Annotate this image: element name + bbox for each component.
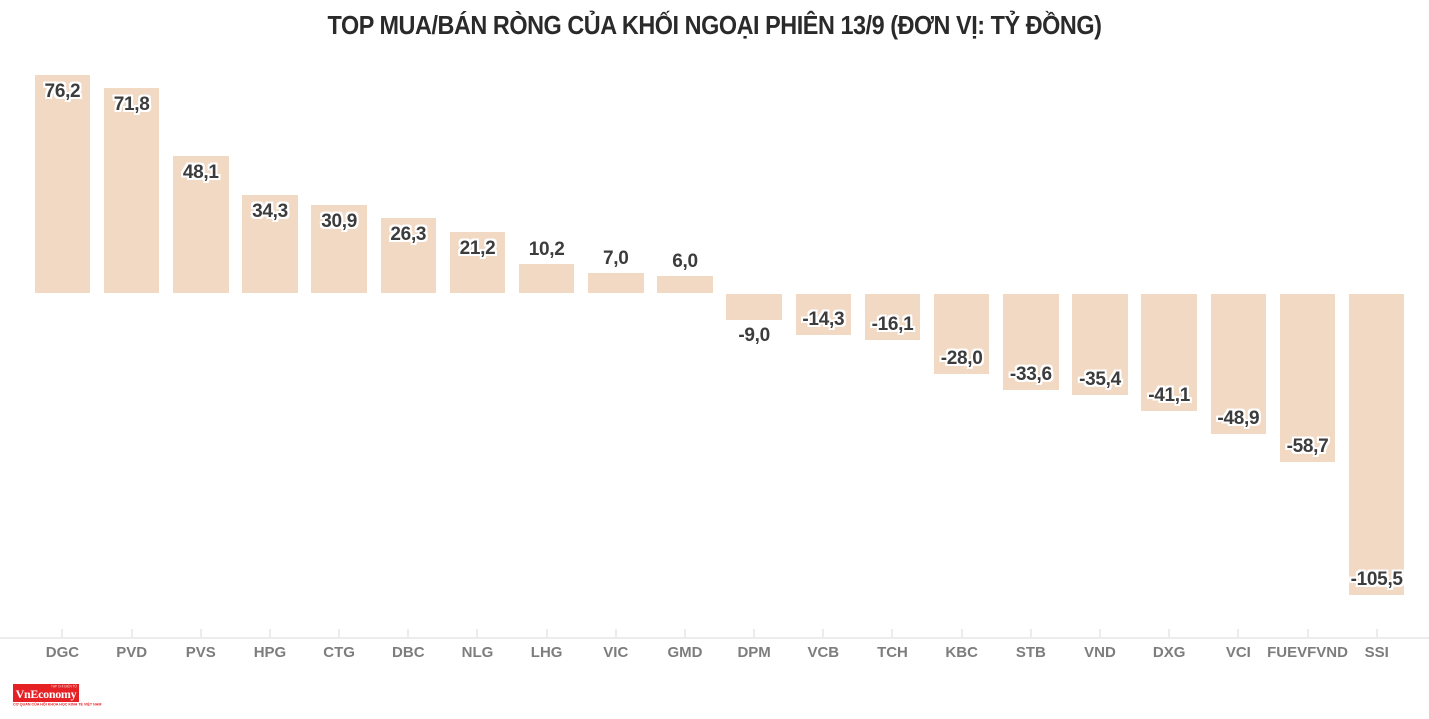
x-axis-label-DXG: DXG: [1152, 644, 1186, 661]
x-axis-label-FUEVFVND: FUEVFVND: [1267, 644, 1348, 661]
value-label-DBC: 26,3: [390, 223, 427, 245]
value-label-VND: -35,4: [1079, 369, 1121, 391]
x-axis-tick: [545, 629, 548, 638]
bar-FUEVFVND: [1279, 294, 1336, 462]
x-axis-label-SSI: SSI: [1364, 644, 1389, 661]
x-axis-label-LHG: LHG: [530, 644, 563, 661]
x-axis-tick: [61, 629, 64, 638]
x-axis-tick: [822, 629, 825, 638]
logo-top-text: TẠP CHÍ ĐIỆN TỬ: [50, 685, 77, 689]
value-label-DGC: 76,2: [44, 81, 81, 103]
x-axis-tick: [268, 629, 271, 638]
x-axis-label-VIC: VIC: [603, 644, 629, 661]
x-axis-label-PVD: PVD: [116, 644, 148, 661]
bar-VCI: [1210, 294, 1267, 434]
x-axis-label-STB: STB: [1015, 644, 1046, 661]
x-axis-label-VND: VND: [1084, 644, 1116, 661]
bar-LHG: [518, 263, 575, 293]
x-axis-tick: [199, 629, 202, 638]
x-axis-label-HPG: HPG: [253, 644, 287, 661]
x-axis-tick: [1306, 629, 1309, 638]
x-axis-tick: [476, 629, 479, 638]
x-axis-tick: [1168, 629, 1171, 638]
chart-title: TOP MUA/BÁN RÒNG CỦA KHỐI NGOẠI PHIÊN 13…: [327, 10, 1102, 40]
logo-tagline: CƠ QUAN CỦA HỘI KHOA HỌC KINH TẾ VIỆT NA…: [13, 703, 102, 707]
value-label-HPG: 34,3: [252, 201, 288, 222]
x-axis-tick: [1375, 629, 1378, 638]
value-label-GMD: 6,0: [672, 250, 698, 272]
x-axis-label-PVS: PVS: [185, 644, 216, 661]
x-axis-label-KBC: KBC: [945, 644, 978, 661]
x-axis-label-GMD: GMD: [667, 644, 703, 661]
logo-wordmark: VnEconomy: [15, 687, 77, 701]
x-axis-tick: [407, 629, 410, 638]
bar-KBC: [933, 294, 990, 374]
bar-DBC: [380, 217, 437, 293]
value-label-DXG: -41,1: [1148, 385, 1191, 407]
bar-PVD: [103, 87, 160, 293]
bar-SSI: [1348, 294, 1405, 596]
bar-VND: [1072, 294, 1128, 396]
x-axis-line: [0, 637, 1429, 639]
value-label-DPM: -9,0: [738, 324, 770, 346]
x-axis-tick: [1029, 629, 1032, 638]
bar-STB: [1003, 294, 1059, 390]
x-axis-tick: [960, 629, 963, 638]
x-axis-tick: [891, 629, 894, 638]
value-label-VIC: 7,0: [603, 248, 629, 269]
vneconomy-logo: TẠP CHÍ ĐIỆN TỬ VnEconomy: [13, 684, 79, 702]
value-label-PVD: 71,8: [113, 93, 150, 115]
x-axis-label-DGC: DGC: [45, 644, 80, 661]
bar-DPM: [726, 294, 782, 320]
x-axis-tick: [338, 629, 341, 638]
x-axis-label-VCB: VCB: [807, 644, 840, 661]
value-label-SSI: -105,5: [1350, 569, 1403, 591]
bar-VCB: [795, 294, 852, 335]
x-axis-label-DPM: DPM: [737, 644, 771, 661]
x-axis-label-VCI: VCI: [1225, 644, 1251, 661]
value-label-VCI: -48,9: [1217, 407, 1260, 429]
x-axis-label-CTG: CTG: [323, 644, 355, 661]
x-axis-label-NLG: NLG: [461, 644, 494, 661]
bar-TCH: [864, 294, 921, 340]
x-axis-label-TCH: TCH: [877, 644, 908, 661]
value-label-LHG: 10,2: [528, 238, 565, 260]
value-label-VCB: -14,3: [802, 308, 845, 330]
bar-GMD: [657, 275, 713, 293]
value-label-STB: -33,6: [1009, 363, 1052, 385]
x-axis-tick: [753, 629, 756, 638]
bar-HPG: [242, 195, 298, 293]
bar-DGC: [34, 75, 91, 293]
x-axis-tick: [1099, 629, 1101, 638]
x-axis-tick: [1237, 629, 1240, 638]
value-label-KBC: -28,0: [940, 347, 983, 369]
bar-PVS: [173, 155, 229, 293]
value-label-TCH: -16,1: [871, 313, 914, 335]
value-label-FUEVFVND: -58,7: [1286, 435, 1329, 457]
value-label-NLG: 21,2: [459, 238, 496, 260]
value-label-PVS: 48,1: [182, 161, 219, 183]
bar-CTG: [311, 204, 367, 293]
bar-VIC: [588, 273, 644, 293]
x-axis-tick: [683, 629, 686, 638]
x-axis-tick: [130, 629, 133, 638]
bar-NLG: [449, 232, 506, 293]
bar-DXG: [1141, 294, 1197, 412]
x-axis-label-DBC: DBC: [392, 644, 425, 661]
x-axis-tick: [614, 629, 617, 638]
value-label-CTG: 30,9: [321, 210, 358, 232]
